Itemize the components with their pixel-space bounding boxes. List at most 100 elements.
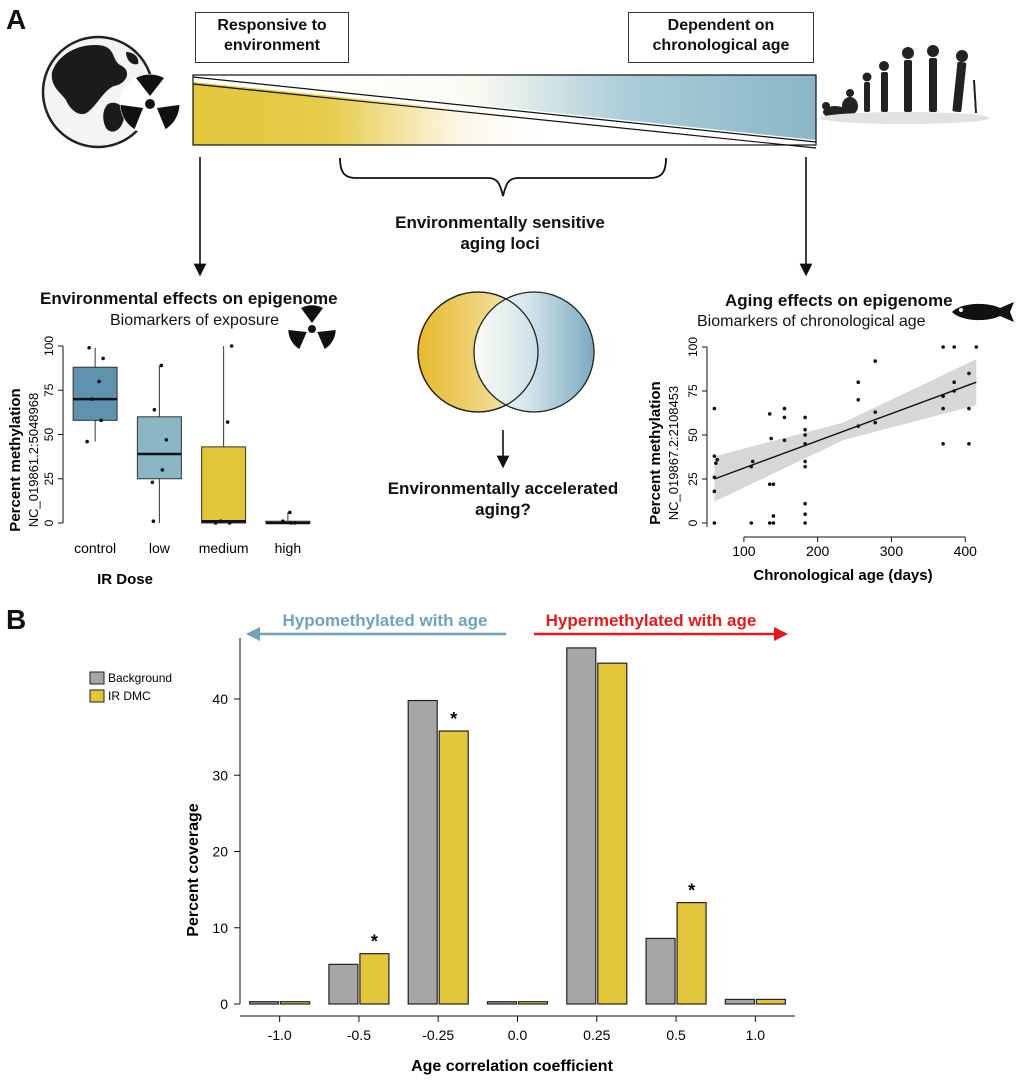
scatter-point bbox=[967, 371, 971, 376]
human-aging-icon bbox=[822, 45, 977, 118]
scatter-xlabel: Chronological age (days) bbox=[753, 567, 932, 584]
bar-background bbox=[724, 998, 755, 1005]
boxplot-x-tick-label: control bbox=[74, 540, 116, 556]
boxplot-point bbox=[99, 418, 103, 423]
boxplot-point bbox=[293, 521, 297, 525]
boxplot-y-tick-label: 0 bbox=[42, 519, 56, 526]
scatter-y-tick-label: 0 bbox=[686, 519, 700, 526]
legend-swatch-background bbox=[89, 671, 105, 685]
bar-ir-dmc bbox=[517, 1001, 549, 1005]
scatter-point bbox=[712, 454, 717, 458]
boxplot-box bbox=[136, 416, 182, 480]
right-panel-title: Aging effects on epigenome bbox=[725, 291, 953, 310]
scatter-point bbox=[750, 459, 755, 464]
fish-icon bbox=[952, 302, 1014, 322]
boxplot-xlabel: IR Dose bbox=[97, 571, 153, 588]
scatter-y-tick-label: 100 bbox=[686, 337, 700, 357]
legend-swatch-ir bbox=[89, 689, 105, 703]
left-panel-title: Environmental effects on epigenome bbox=[40, 289, 338, 308]
responsive-label-box: Responsive to environment bbox=[195, 12, 349, 63]
accelerated-aging-line1: Environmentally accelerated bbox=[387, 479, 619, 498]
bar-background bbox=[249, 1001, 280, 1005]
small-radiation-icon bbox=[288, 305, 336, 350]
scatter-point bbox=[767, 412, 772, 416]
boxplot-point bbox=[227, 521, 232, 525]
hypo-label: Hypomethylated with age bbox=[283, 611, 488, 630]
boxplot-y-tick-label: 25 bbox=[42, 472, 56, 486]
bar-ir-dmc bbox=[359, 953, 390, 1005]
boxplot-point bbox=[150, 480, 155, 485]
scatter-point bbox=[782, 438, 787, 443]
radiation-icon bbox=[120, 74, 180, 134]
boxplot-y-tick-label: 100 bbox=[42, 336, 56, 356]
scatter-x-tick-label: 100 bbox=[732, 543, 756, 559]
bar-y-tick-label: 0 bbox=[220, 996, 228, 1012]
scatter-point bbox=[941, 345, 945, 349]
scatter-point bbox=[873, 420, 878, 425]
right-panel-subtitle: Biomarkers of chronological age bbox=[697, 313, 926, 330]
scatter-point bbox=[803, 512, 807, 516]
boxplot-point bbox=[164, 438, 169, 442]
scatter-point bbox=[714, 461, 718, 465]
bar-background bbox=[486, 1001, 518, 1005]
scatter-ylabel: Percent methylation bbox=[647, 381, 664, 524]
boxplot-x-tick-label: medium bbox=[199, 540, 249, 556]
venn-diagram bbox=[417, 291, 595, 469]
boxplot-x-tick-label: high bbox=[275, 540, 301, 556]
direction-arrows: Hypomethylated with age Hypermethylated … bbox=[246, 611, 788, 641]
scatter-point bbox=[767, 521, 772, 525]
scatter-point bbox=[803, 501, 807, 506]
scatter-point bbox=[873, 410, 878, 414]
dependent-label: Dependent on chronological age bbox=[652, 17, 790, 54]
scatter-point bbox=[712, 521, 717, 525]
bar-x-tick-label: 0.5 bbox=[666, 1027, 686, 1043]
boxplot-y-tick-label: 75 bbox=[42, 383, 56, 397]
boxplot-box bbox=[72, 366, 118, 421]
bar-ir-dmc bbox=[597, 662, 628, 1005]
scatter-point bbox=[952, 380, 956, 384]
scatter-point bbox=[941, 394, 945, 399]
bar-background bbox=[645, 937, 676, 1005]
scatter-point bbox=[803, 464, 807, 469]
scatter-point bbox=[782, 406, 787, 411]
boxplot-ylabel-locus: NC_019861.2:5048968 bbox=[26, 393, 41, 527]
bar-x-tick-label: -0.25 bbox=[422, 1027, 454, 1043]
scatter-point bbox=[856, 424, 861, 428]
scatter-point bbox=[749, 464, 754, 469]
scatter-point bbox=[941, 442, 945, 446]
boxplot-chart: 0 25 50 75 100 control low medium high IR Dose P… bbox=[7, 336, 311, 588]
boxplot-point bbox=[87, 345, 91, 350]
scatter-point bbox=[952, 345, 956, 349]
bar-ylabel: Percent coverage bbox=[185, 803, 202, 937]
legend-label-background: Background bbox=[108, 671, 172, 685]
scatter-point bbox=[769, 436, 773, 441]
curly-brace bbox=[339, 157, 667, 197]
scatter-point bbox=[967, 442, 971, 446]
bar-background bbox=[328, 963, 359, 1005]
scatter-regression-line bbox=[714, 381, 977, 480]
schematic-graphics bbox=[41, 35, 990, 277]
boxplot-ylabel: Percent methylation bbox=[7, 388, 24, 531]
scatter-ylabel-locus: NC_019867.2:2108453 bbox=[666, 386, 681, 520]
left-panel-subtitle: Biomarkers of exposure bbox=[110, 312, 279, 329]
dependent-label-box: Dependent on chronological age bbox=[628, 12, 814, 63]
bar-y-tick-label: 40 bbox=[212, 691, 228, 707]
panel-a-letter: A bbox=[6, 4, 27, 35]
bar-y-tick-label: 30 bbox=[212, 767, 228, 783]
scatter-point bbox=[712, 475, 717, 480]
boxplot-point bbox=[97, 379, 101, 384]
env-sensitive-line2: aging loci bbox=[460, 234, 540, 253]
scatter-point bbox=[803, 433, 807, 437]
scatter-point bbox=[803, 442, 807, 446]
hyper-arrowhead bbox=[774, 627, 788, 641]
scatter-x-tick-label: 400 bbox=[954, 543, 978, 559]
scatter-point bbox=[771, 514, 776, 518]
scatter-point bbox=[941, 406, 945, 411]
hyper-label: Hypermethylated with age bbox=[546, 611, 757, 630]
scatter-point bbox=[771, 521, 776, 525]
accelerated-aging-text: Environmentally accelerated aging? bbox=[350, 478, 656, 520]
scatter-point bbox=[856, 398, 861, 402]
scatter-point bbox=[771, 482, 776, 487]
scatter-x-tick-label: 200 bbox=[806, 543, 830, 559]
